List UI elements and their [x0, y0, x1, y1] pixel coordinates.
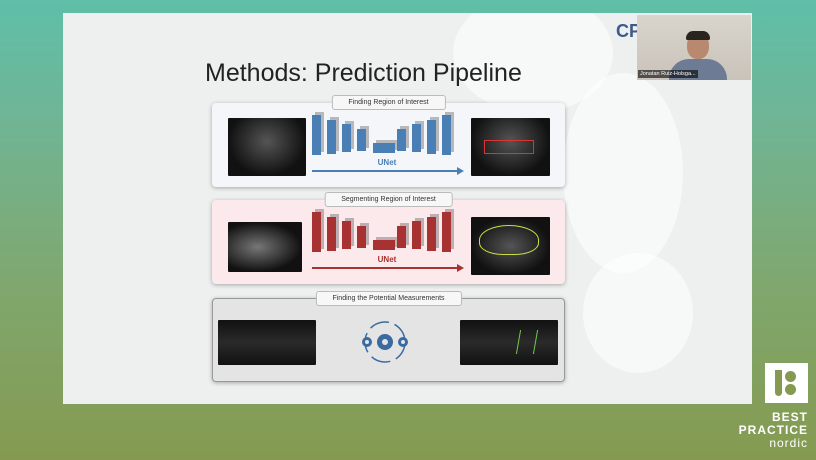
unet-diagram: UNet [312, 115, 464, 177]
unet-layer-block [342, 221, 351, 249]
brand-text-practice: PRACTICE [738, 423, 808, 437]
segmentation-output-image [471, 217, 550, 275]
unet-layer-block [357, 128, 366, 151]
brand-text-nordic: nordic [769, 436, 808, 450]
panel-segmenting-roi: Segmenting Region of Interest UNet [212, 192, 565, 284]
measurement-output-image [460, 320, 558, 365]
roi-box [484, 140, 534, 154]
unet-layer-block [397, 128, 406, 151]
panel-label: Segmenting Region of Interest [324, 192, 453, 207]
unet-diagram: UNet [312, 212, 464, 274]
arrow-icon [312, 264, 464, 272]
unet-layer-block [397, 225, 406, 248]
gears-icon [350, 319, 420, 364]
unet-layer-block [442, 115, 451, 155]
participant-name: Jonatan Ruiz-Holsga... [638, 70, 698, 78]
unet-layer-block [357, 225, 366, 248]
participant-hair [686, 31, 710, 40]
panel-finding-roi: Finding Region of Interest UNet [212, 95, 565, 187]
unet-layer-block [312, 115, 321, 155]
ultrasound-input-image [228, 222, 302, 272]
panel-finding-measurements: Finding the Potential Measurements [212, 291, 565, 382]
segmentation-contour [479, 225, 539, 255]
ultrasound-output-image [471, 118, 550, 176]
slide-title: Methods: Prediction Pipeline [205, 59, 522, 87]
unet-layer-block [412, 221, 421, 249]
brand-text-best: BEST [771, 410, 808, 424]
unet-label: UNet [377, 158, 397, 167]
ultrasound-input-image [228, 118, 306, 176]
panel-label: Finding Region of Interest [331, 95, 446, 110]
conference-logo: CP [616, 21, 642, 41]
best-practice-logo-icon [765, 363, 808, 403]
unet-label: UNet [377, 255, 397, 264]
arrow-icon [312, 167, 464, 175]
unet-layer-block [427, 119, 436, 154]
webcam-video-tile[interactable]: Jonatan Ruiz-Holsga... [637, 15, 751, 80]
unet-layer-block [373, 143, 395, 153]
unet-layer-block [327, 119, 336, 154]
ultrasound-input-image [218, 320, 316, 365]
panel-label: Finding the Potential Measurements [315, 291, 462, 306]
unet-layer-block [327, 216, 336, 251]
unet-layer-block [342, 124, 351, 152]
measurement-lines [515, 330, 539, 354]
unet-layer-block [412, 124, 421, 152]
unet-layer-block [427, 216, 436, 251]
unet-layer-block [312, 212, 321, 252]
unet-layer-block [442, 212, 451, 252]
unet-layer-block [373, 240, 395, 250]
